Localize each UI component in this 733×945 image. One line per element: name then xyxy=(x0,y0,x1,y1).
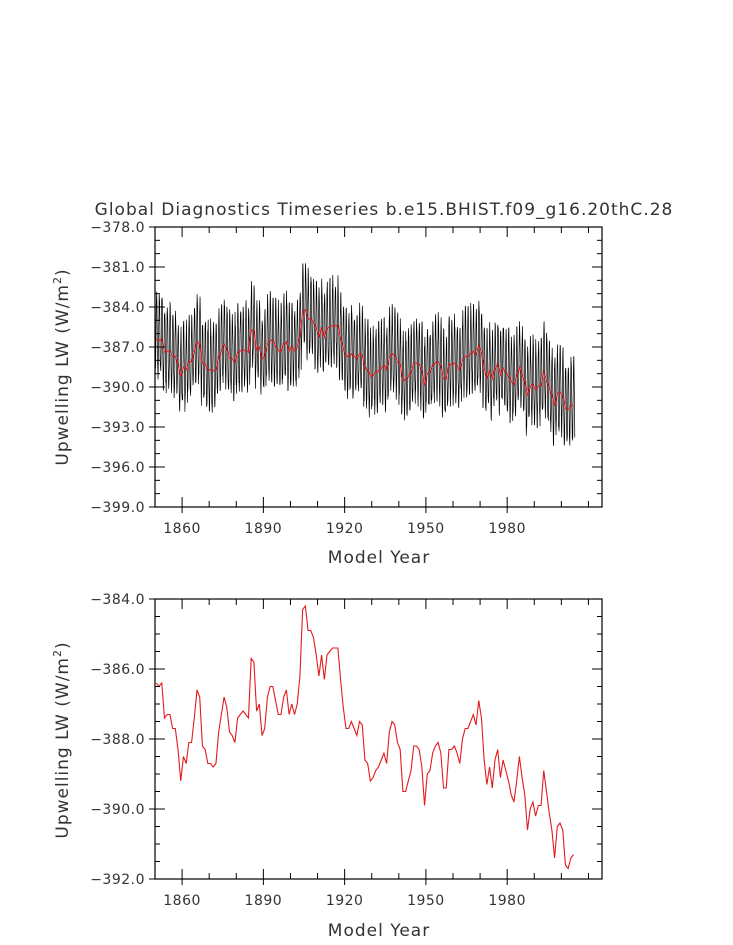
bottom-ytick-label: −386.0 xyxy=(90,662,145,678)
top-ytick-label: −396.0 xyxy=(90,460,145,476)
top-y-label-main: Upwelling LW (W/m xyxy=(53,284,73,466)
top-xtick-label: 1890 xyxy=(245,521,283,537)
bottom-xtick-label: 1890 xyxy=(245,893,283,909)
bottom-y-label-sup: 2 xyxy=(51,649,64,657)
bottom-x-axis-label: Model Year xyxy=(328,921,430,941)
top-ytick-label: −378.0 xyxy=(90,220,145,236)
monthly-line-path xyxy=(154,263,576,446)
top-xtick-label: 1950 xyxy=(407,521,445,537)
bottom-y-axis-label: Upwelling LW (W/m2) xyxy=(51,641,73,838)
top-ytick-label: −390.0 xyxy=(90,380,145,396)
bottom-ytick-label: −392.0 xyxy=(90,872,145,888)
top-ytick-label: −393.0 xyxy=(90,420,145,436)
top-x-axis-label: Model Year xyxy=(328,548,430,568)
top-x-tick-labels: 1860 1890 1920 1950 1980 xyxy=(163,521,526,537)
bottom-plot-frame xyxy=(154,598,603,880)
top-panel: −378.0 −381.0 −384.0 −387.0 −390.0 −393.0 −396… xyxy=(51,220,603,568)
bottom-ytick-label: −390.0 xyxy=(90,802,145,818)
bottom-xtick-label: 1920 xyxy=(326,893,364,909)
top-plot-frame xyxy=(154,226,603,508)
bottom-y-label-main: Upwelling LW (W/m xyxy=(53,657,73,839)
bottom-axis-ticks xyxy=(149,598,602,885)
top-ytick-label: −399.0 xyxy=(90,500,145,516)
top-xtick-label: 1920 xyxy=(326,521,364,537)
bottom-panel: −384.0−386.0−388.0−390.0−392.0 1860 1890 1… xyxy=(51,592,603,941)
top-y-label-sup: 2 xyxy=(51,276,64,284)
top-axis-ticks xyxy=(149,226,602,513)
monthly-series-line xyxy=(154,263,576,446)
bottom-xtick-label: 1980 xyxy=(488,893,526,909)
top-ytick-label: −387.0 xyxy=(90,340,145,356)
bottom-y-tick-labels: −384.0 −386.0 −388.0 −390.0 −392.0 xyxy=(90,592,145,888)
top-xtick-label: 1980 xyxy=(488,521,526,537)
top-y-tick-labels: −378.0 −381.0 −384.0 −387.0 −390.0 −393.0 −396… xyxy=(90,220,145,516)
top-ytick-label: −384.0 xyxy=(90,300,145,316)
annual-mean-series-line xyxy=(156,308,574,411)
bottom-x-tick-labels: 1860 1890 1920 1950 1980 xyxy=(163,893,526,909)
top-y-axis-label: Upwelling LW (W/m2) xyxy=(51,268,73,465)
top-annual-mean-path xyxy=(156,308,574,411)
top-ytick-label: −381.0 xyxy=(90,260,145,276)
bottom-xtick-label: 1950 xyxy=(407,893,445,909)
bottom-ytick-label: −388.0 xyxy=(90,732,145,748)
bottom-annual-mean-path xyxy=(155,604,574,870)
chart-title: Global Diagnostics Timeseries b.e15.BHIS… xyxy=(95,200,674,220)
top-y-label-close: ) xyxy=(53,268,73,276)
top-xtick-label: 1860 xyxy=(163,521,201,537)
bottom-annual-mean-series-line xyxy=(155,604,574,870)
bottom-y-label-close: ) xyxy=(53,641,73,649)
bottom-xtick-label: 1860 xyxy=(163,893,201,909)
bottom-ytick-label: −384.0 xyxy=(90,592,145,608)
